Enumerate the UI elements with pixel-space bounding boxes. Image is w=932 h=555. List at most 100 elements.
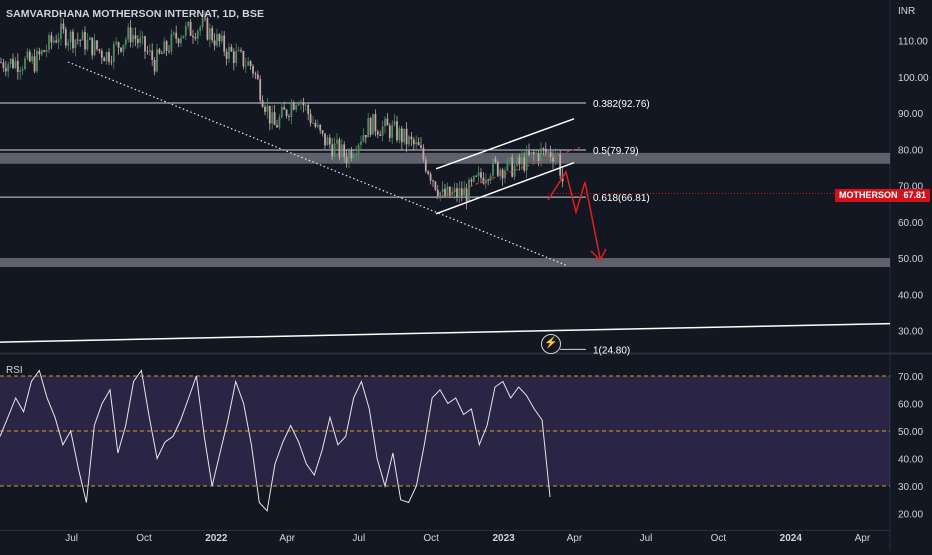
candle-body (482, 177, 485, 184)
candle-body (50, 35, 53, 43)
candle-body (489, 175, 492, 181)
candle-body (439, 192, 442, 197)
candle-body (139, 37, 142, 43)
candle-body (398, 128, 401, 141)
candle-body (487, 180, 490, 181)
candle-body (520, 157, 523, 165)
candle-body (40, 50, 43, 55)
candle-body (367, 118, 370, 138)
candle-body (309, 114, 312, 124)
time-tick-8: Jul (640, 533, 653, 544)
candle-body (252, 65, 254, 74)
candle-body (64, 29, 67, 46)
candle-body (36, 51, 38, 72)
lightning-icon[interactable]: ⚡ (541, 334, 561, 354)
candle-body (228, 47, 230, 59)
candle-body (441, 188, 444, 193)
price-tick-8: 30.00 (898, 327, 923, 338)
candle-body (168, 50, 170, 52)
time-tick-3: Apr (279, 533, 295, 544)
price-tag-value: 67.81 (903, 190, 927, 200)
candle-body (480, 172, 482, 178)
candle-body (372, 113, 374, 135)
candle-body (472, 175, 475, 182)
candle-body (374, 113, 377, 132)
candle-body (247, 61, 250, 66)
time-tick-0: Jul (65, 533, 78, 544)
candle-body (184, 26, 187, 36)
price-tick-2: 90.00 (898, 109, 923, 120)
candle-body (31, 56, 34, 62)
candle-body (201, 17, 204, 28)
candle-body (535, 153, 538, 155)
candle-body (554, 154, 557, 162)
time-tick-1: Oct (136, 533, 152, 544)
candle-body (338, 139, 341, 158)
candle-body (484, 180, 487, 184)
candle-body (379, 134, 382, 136)
candle-body (163, 41, 166, 54)
candle-body (21, 69, 24, 71)
candle-body (403, 128, 406, 143)
candle-body (175, 32, 178, 39)
projection-path (547, 170, 601, 259)
candle-body (235, 51, 238, 63)
candle-body (369, 118, 372, 135)
fib-label-2: 0.618(66.81) (593, 193, 650, 204)
candle-body (321, 130, 324, 134)
candle-body (412, 139, 415, 145)
candle-body (266, 105, 269, 112)
candle-body (518, 156, 521, 165)
candle-body (434, 181, 437, 190)
candle-body (93, 40, 96, 56)
candle-body (314, 122, 317, 127)
support-zone-0 (0, 152, 890, 164)
candle-body (456, 188, 458, 198)
candle-body (556, 153, 559, 155)
candle-body (460, 188, 463, 196)
candle-body (105, 52, 108, 62)
candle-body (60, 23, 62, 39)
candle-body (444, 188, 446, 196)
rsi-tick-4: 30.00 (898, 482, 923, 493)
candle-body (540, 148, 542, 161)
candle-body (283, 107, 286, 110)
candle-body (33, 56, 36, 72)
candle-body (158, 49, 161, 54)
candle-body (96, 40, 98, 50)
candle-body (48, 35, 50, 50)
candle-body (384, 118, 386, 127)
candle-body (280, 107, 283, 118)
candle-body (427, 171, 430, 174)
candle-body (38, 51, 41, 55)
candle-body (55, 40, 58, 43)
candle-body (297, 104, 300, 106)
candle-body (28, 51, 31, 62)
candle-body (196, 30, 199, 39)
candle-body (122, 44, 125, 52)
projection-arrowhead (590, 248, 607, 262)
candle-body (100, 50, 103, 58)
candle-body (172, 32, 175, 34)
candle-body (261, 100, 264, 107)
rsi-tick-3: 40.00 (898, 455, 923, 466)
price-tag-symbol: MOTHERSON (839, 190, 898, 200)
candle-body (268, 105, 271, 124)
candle-body (170, 33, 173, 52)
candle-body (331, 144, 334, 157)
candle-body (249, 61, 252, 66)
candle-body (242, 51, 245, 67)
candle-body (475, 175, 478, 177)
fib-label-0: 0.382(92.76) (593, 99, 650, 110)
candle-body (549, 151, 552, 158)
candle-body (391, 124, 394, 138)
candle-body (276, 124, 278, 128)
channel-mid-dashed (435, 146, 581, 199)
candle-body (146, 51, 149, 53)
rsi-tick-5: 20.00 (898, 510, 923, 521)
candle-body (132, 35, 134, 43)
candle-body (530, 151, 533, 155)
rsi-pane (0, 355, 890, 531)
